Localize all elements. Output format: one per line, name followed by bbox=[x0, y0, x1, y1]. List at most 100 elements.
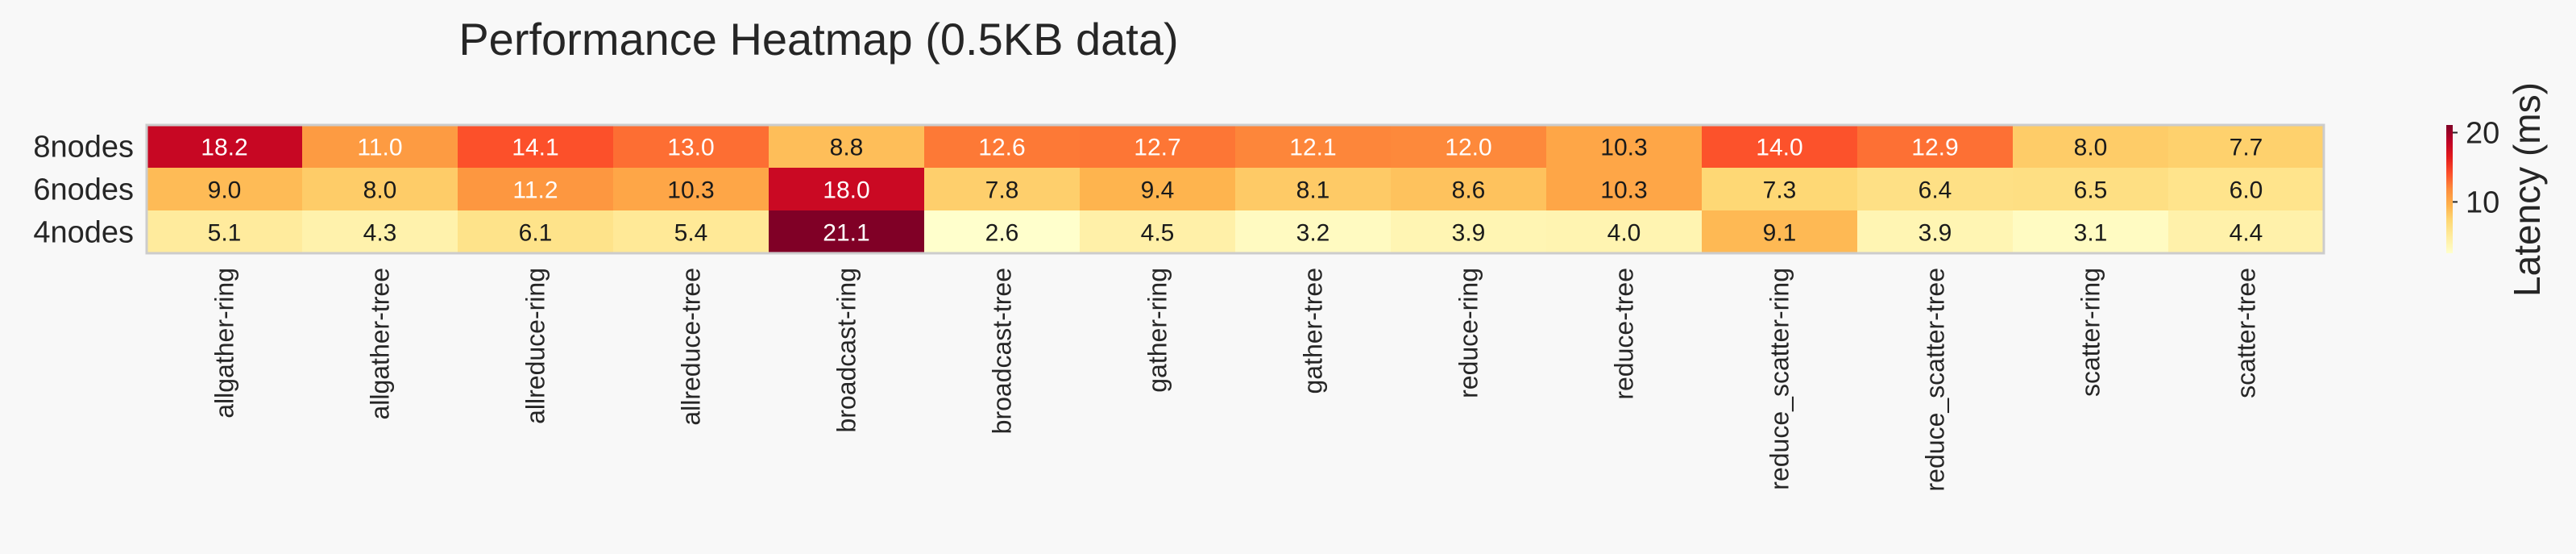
heatmap-cell bbox=[2013, 210, 2169, 254]
heatmap-frame bbox=[145, 123, 2325, 255]
cell-value-label: 6.5 bbox=[2074, 177, 2108, 204]
row-label: 4nodes bbox=[33, 216, 134, 250]
heatmap-cell bbox=[1546, 168, 1703, 211]
colorbar-bar bbox=[2446, 125, 2453, 253]
row-label: 8nodes bbox=[33, 131, 134, 165]
heatmap-cell bbox=[147, 210, 303, 254]
cell-value-label: 5.4 bbox=[674, 220, 708, 247]
heatmap-cell-labels: 18.2 11.0 14.1 13.0 8.8 12.6 12.7 12.1 12.0 10.3 1… bbox=[201, 135, 2263, 247]
column-label: allgather-ring bbox=[210, 268, 239, 419]
column-label: gather-ring bbox=[1143, 268, 1172, 393]
cell-value-label: 3.9 bbox=[1452, 220, 1486, 247]
column-label: allreduce-tree bbox=[677, 268, 706, 426]
heatmap-cell bbox=[2168, 168, 2325, 211]
column-label: reduce_scatter-ring bbox=[1765, 268, 1794, 490]
heatmap-cell bbox=[1080, 125, 1236, 169]
column-label: reduce-tree bbox=[1610, 268, 1639, 400]
cell-value-label: 3.2 bbox=[1296, 220, 1330, 247]
column-label: broadcast-ring bbox=[832, 268, 861, 433]
cell-value-label: 4.4 bbox=[2230, 220, 2263, 247]
cell-value-label: 10.3 bbox=[1600, 135, 1647, 161]
cell-value-label: 14.0 bbox=[1756, 135, 1802, 161]
cell-value-label: 7.7 bbox=[2230, 135, 2263, 161]
cell-value-label: 4.0 bbox=[1607, 220, 1641, 247]
cell-value-label: 3.9 bbox=[1919, 220, 1952, 247]
column-label: allreduce-ring bbox=[521, 268, 550, 424]
cell-value-label: 12.6 bbox=[978, 135, 1025, 161]
colorbar-label: Latency (ms) bbox=[2506, 82, 2548, 297]
cell-value-label: 10.3 bbox=[667, 177, 714, 204]
heatmap-cells bbox=[145, 123, 2325, 255]
heatmap-cell bbox=[1080, 210, 1236, 254]
cell-value-label: 18.2 bbox=[201, 135, 247, 161]
cell-value-label: 14.1 bbox=[512, 135, 558, 161]
cell-value-label: 9.4 bbox=[1141, 177, 1175, 204]
cell-value-label: 21.1 bbox=[823, 220, 869, 247]
column-labels: allgather-ring allgather-tree allreduce-ri… bbox=[210, 268, 2261, 491]
heatmap-cell bbox=[613, 210, 769, 254]
heatmap-cell bbox=[1702, 210, 1858, 254]
cell-value-label: 4.3 bbox=[363, 220, 397, 247]
column-label: reduce_scatter-tree bbox=[1921, 268, 1950, 491]
cell-value-label: 18.0 bbox=[823, 177, 869, 204]
cell-value-label: 8.1 bbox=[1296, 177, 1330, 204]
cell-value-label: 10.3 bbox=[1600, 177, 1647, 204]
heatmap-cell bbox=[1391, 168, 1547, 211]
heatmap-cell bbox=[924, 210, 1081, 254]
cell-value-label: 9.1 bbox=[1763, 220, 1797, 247]
heatmap-cell bbox=[769, 125, 925, 169]
colorbar: 10 20 Latency (ms) bbox=[2446, 82, 2548, 297]
heatmap-cell bbox=[458, 125, 614, 169]
heatmap-cell bbox=[1546, 210, 1703, 254]
heatmap-cell bbox=[2168, 210, 2325, 254]
heatmap-cell bbox=[302, 125, 458, 169]
heatmap-cell bbox=[769, 210, 925, 254]
heatmap-cell bbox=[458, 210, 614, 254]
heatmap-cell bbox=[924, 168, 1081, 211]
cell-value-label: 8.8 bbox=[830, 135, 864, 161]
heatmap-cell bbox=[1080, 168, 1236, 211]
heatmap-cell bbox=[769, 168, 925, 211]
cell-value-label: 12.0 bbox=[1445, 135, 1491, 161]
heatmap-cell bbox=[1702, 125, 1858, 169]
heatmap-cell bbox=[1857, 168, 2014, 211]
heatmap-cell bbox=[1391, 125, 1547, 169]
heatmap-cell bbox=[302, 168, 458, 211]
heatmap-cell bbox=[147, 125, 303, 169]
cell-value-label: 2.6 bbox=[985, 220, 1019, 247]
column-label: gather-tree bbox=[1299, 268, 1328, 394]
heatmap-cell bbox=[613, 125, 769, 169]
column-label: reduce-ring bbox=[1454, 268, 1483, 398]
cell-value-label: 6.0 bbox=[2230, 177, 2263, 204]
cell-value-label: 5.1 bbox=[208, 220, 242, 247]
heatmap-cell bbox=[2168, 125, 2325, 169]
heatmap-cell bbox=[1235, 210, 1392, 254]
cell-value-label: 8.0 bbox=[2074, 135, 2108, 161]
row-labels: 8nodes 6nodes 4nodes bbox=[33, 131, 134, 250]
cell-value-label: 12.1 bbox=[1289, 135, 1336, 161]
cell-value-label: 11.0 bbox=[357, 135, 402, 161]
heatmap-cell bbox=[1235, 168, 1392, 211]
chart-title: Performance Heatmap (0.5KB data) bbox=[458, 14, 1178, 65]
cell-value-label: 4.5 bbox=[1141, 220, 1175, 247]
heatmap-cell bbox=[302, 210, 458, 254]
colorbar-tick-label: 10 bbox=[2466, 185, 2499, 219]
column-label: scatter-tree bbox=[2232, 268, 2261, 398]
heatmap-cell bbox=[458, 168, 614, 211]
cell-value-label: 12.7 bbox=[1134, 135, 1180, 161]
cell-value-label: 12.9 bbox=[1911, 135, 1958, 161]
cell-value-label: 11.2 bbox=[512, 177, 558, 204]
heatmap-cell bbox=[613, 168, 769, 211]
cell-value-label: 6.4 bbox=[1919, 177, 1952, 204]
column-label: scatter-ring bbox=[2076, 268, 2105, 397]
column-label: allgather-tree bbox=[366, 268, 395, 420]
heatmap-cell bbox=[147, 168, 303, 211]
cell-value-label: 7.8 bbox=[985, 177, 1019, 204]
cell-value-label: 7.3 bbox=[1763, 177, 1797, 204]
cell-value-label: 13.0 bbox=[667, 135, 714, 161]
heatmap-cell bbox=[1391, 210, 1547, 254]
heatmap-cell bbox=[1702, 168, 1858, 211]
column-label: broadcast-tree bbox=[988, 268, 1017, 434]
heatmap-cell bbox=[1857, 210, 2014, 254]
